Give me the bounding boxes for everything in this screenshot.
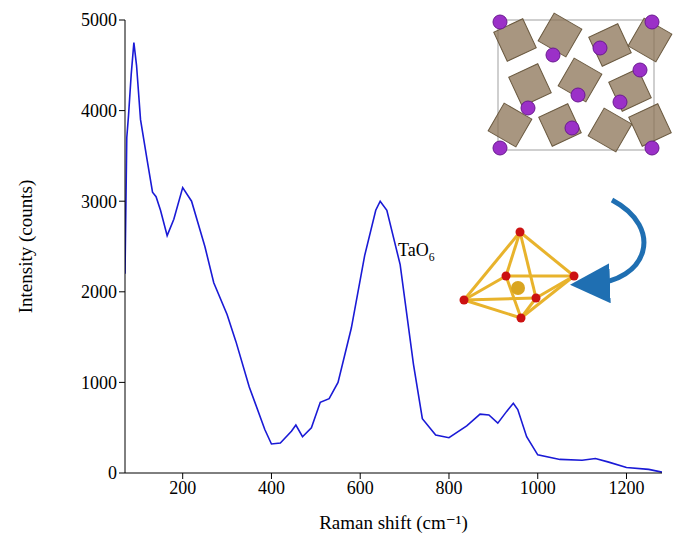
svg-text:1000: 1000 (520, 478, 556, 498)
svg-text:TaO6: TaO6 (398, 240, 435, 264)
svg-text:1200: 1200 (608, 478, 644, 498)
svg-text:4000: 4000 (81, 101, 117, 121)
svg-text:200: 200 (169, 478, 196, 498)
svg-text:400: 400 (258, 478, 285, 498)
svg-text:Raman shift (cm⁻¹): Raman shift (cm⁻¹) (319, 512, 468, 534)
svg-text:0: 0 (108, 463, 117, 483)
svg-text:5000: 5000 (81, 10, 117, 30)
svg-text:Intensity (counts): Intensity (counts) (15, 180, 37, 314)
svg-text:1000: 1000 (81, 373, 117, 393)
svg-text:2000: 2000 (81, 282, 117, 302)
svg-text:800: 800 (435, 478, 462, 498)
svg-text:600: 600 (347, 478, 374, 498)
svg-text:3000: 3000 (81, 192, 117, 212)
